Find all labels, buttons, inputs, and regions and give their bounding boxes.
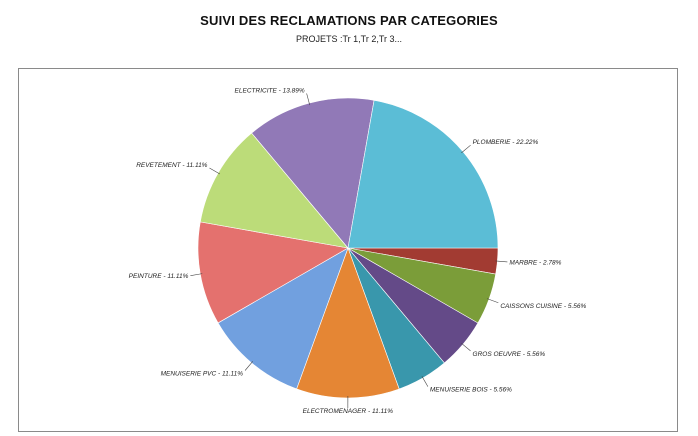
leader-line-menuiserie-pvc <box>244 361 254 371</box>
slice-label-revetement: REVETEMENT - 11.11% <box>136 162 207 169</box>
leader-line-gros-oeuvre <box>461 342 471 352</box>
leader-line-menuiserie-bois <box>421 376 429 387</box>
leader-line-caissons-cuisine <box>486 298 499 304</box>
leader-line-peinture <box>190 273 203 276</box>
slice-label-marbre: MARBRE - 2.78% <box>509 259 561 266</box>
chart-frame <box>18 68 678 432</box>
chart-subtitle: PROJETS :Tr 1,Tr 2,Tr 3... <box>295 34 402 44</box>
slice-label-peinture: PEINTURE - 11.11% <box>129 273 189 280</box>
leader-line-plomberie <box>461 144 471 154</box>
leader-line-electricite <box>306 93 311 106</box>
chart-title: SUIVI DES RECLAMATIONS PAR CATEGORIES <box>200 13 498 28</box>
slice-label-electromenager: ELECTROMENAGER - 11.11% <box>303 408 394 415</box>
slice-label-electricite: ELECTRICITE - 13.89% <box>235 87 305 94</box>
slice-label-caissons-cuisine: CAISSONS CUISINE - 5.56% <box>500 303 586 310</box>
slice-label-plomberie: PLOMBERIE - 22.22% <box>473 139 539 146</box>
pie-slice-plomberie <box>347 99 499 249</box>
leader-line-marbre <box>495 260 508 263</box>
slice-label-menuiserie-bois: MENUISERIE BOIS - 5.56% <box>430 387 512 394</box>
leader-line-revetement <box>209 167 221 175</box>
slice-label-gros-oeuvre: GROS OEUVRE - 5.56% <box>473 351 546 358</box>
slice-label-menuiserie-pvc: MENUISERIE PVC - 11.11% <box>161 371 244 378</box>
